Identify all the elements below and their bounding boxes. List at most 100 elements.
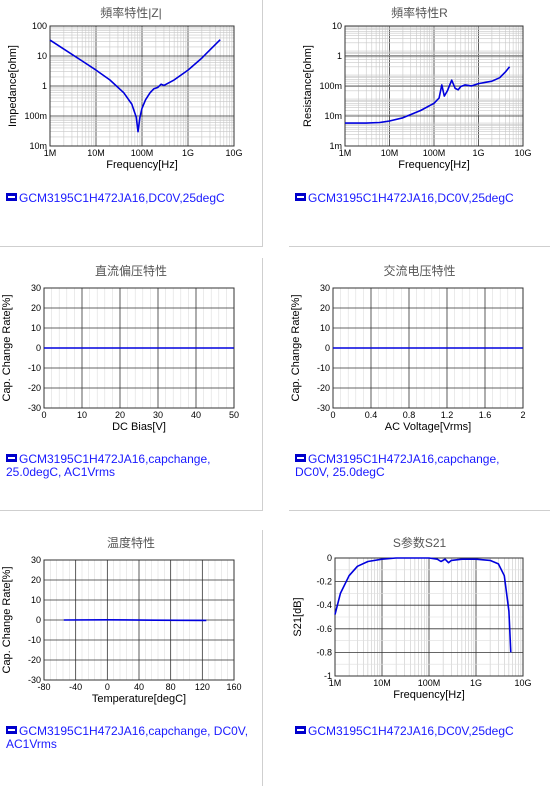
series-line: [334, 557, 512, 653]
dcbias-legend-text: GCM3195C1H472JA16,capchange, 25.0degC, A…: [6, 451, 211, 479]
x-tick-label: 1M: [44, 148, 57, 158]
y-tick-label: 0: [325, 343, 330, 353]
y-tick-label: 0: [327, 553, 332, 563]
y-tick-label: 100: [32, 21, 47, 31]
x-tick-label: 1G: [472, 148, 484, 158]
legend-swatch-icon: [295, 725, 306, 734]
y-axis-label: Cap. Change Rate[%]: [1, 566, 13, 673]
x-tick-label: 100M: [131, 148, 154, 158]
y-tick-label: -30: [28, 403, 41, 413]
series-line: [63, 619, 207, 622]
x-tick-label: 80: [166, 682, 176, 692]
y-axis-label: Impedance[ohm]: [7, 45, 19, 127]
x-tick-label: 10M: [373, 678, 391, 688]
x-tick-label: 0.4: [365, 410, 378, 420]
y-tick-label: 10: [31, 595, 41, 605]
y-axis-label: Cap. Change Rate[%]: [1, 294, 13, 401]
y-tick-label: 1m: [329, 141, 342, 151]
y-tick-label: 30: [31, 555, 41, 565]
grid: [344, 25, 524, 147]
resistance-legend[interactable]: GCM3195C1H472JA16,DC0V,25degC: [295, 191, 514, 204]
temperature-legend-text: GCM3195C1H472JA16,capchange, DC0V, AC1Vr…: [6, 723, 249, 751]
y-tick-label: 10: [320, 323, 330, 333]
y-tick-label: 0: [36, 615, 41, 625]
y-tick-label: 20: [31, 303, 41, 313]
y-tick-label: 10: [37, 51, 47, 61]
x-tick-label: 100M: [423, 148, 446, 158]
x-tick-label: 10G: [514, 678, 531, 688]
x-tick-label: 1M: [339, 148, 352, 158]
x-axis-label: Frequency[Hz]: [393, 689, 465, 701]
x-tick-label: 1.6: [479, 410, 492, 420]
x-tick-label: 50: [229, 410, 239, 420]
acvoltage-legend[interactable]: GCM3195C1H472JA16,capchange, DC0V, 25.0d…: [295, 452, 535, 478]
y-tick-label: 30: [31, 283, 41, 293]
y-tick-label: 10m: [324, 111, 342, 121]
dcbias-chart-title: 直流偏压特性: [94, 264, 167, 278]
y-axis-label: Resistance[ohm]: [302, 45, 314, 127]
y-tick-label: -30: [28, 675, 41, 685]
y-tick-label: 20: [320, 303, 330, 313]
plot-frame: [344, 25, 524, 147]
y-tick-label: 0: [36, 343, 41, 353]
x-axis-label: Temperature[degC]: [92, 693, 186, 705]
dcbias-legend[interactable]: GCM3195C1H472JA16,capchange, 25.0degC, A…: [6, 452, 246, 478]
resistance-chart-title: 頻率特性R: [391, 6, 448, 20]
x-tick-label: 0: [330, 410, 335, 420]
x-tick-label: 1M: [329, 678, 342, 688]
x-tick-label: 2: [520, 410, 525, 420]
impedance-chart-title: 頻率特性|Z|: [100, 6, 162, 20]
temperature-chart-title: 温度特性: [106, 536, 155, 550]
s21-legend[interactable]: GCM3195C1H472JA16,DC0V,25degC: [295, 724, 514, 737]
x-tick-label: 10M: [87, 148, 105, 158]
y-tick-label: -0.8: [316, 647, 332, 657]
y-tick-label: 1: [337, 51, 342, 61]
temperature-legend[interactable]: GCM3195C1H472JA16,capchange, DC0V, AC1Vr…: [6, 724, 256, 750]
resistance-panel: 頻率特性R 1M 10M 100M 1G 10G 10 1 100m 10m 1m Frequenc…: [289, 0, 550, 247]
acvoltage-chart: 0 0.4 0.8 1.2 1.6 2 30 20 10 0 -10 -20 -30 AC Voltage…: [290, 283, 526, 433]
temperature-chart: -80 -40 0 40 80 120 160 30 20 10 0 -10 -20 -30 Tempera…: [1, 555, 242, 705]
y-tick-label: -20: [28, 655, 41, 665]
x-tick-label: 40: [191, 410, 201, 420]
acvoltage-legend-text: GCM3195C1H472JA16,capchange, DC0V, 25.0d…: [295, 451, 500, 479]
resistance-legend-text: GCM3195C1H472JA16,DC0V,25degC: [308, 190, 514, 205]
y-tick-label: -0.4: [316, 600, 332, 610]
x-tick-label: 1G: [182, 148, 194, 158]
y-tick-label: 1: [42, 81, 47, 91]
plot-frame: [43, 559, 235, 681]
x-axis-label: Frequency[Hz]: [106, 159, 178, 171]
impedance-panel: 頻率特性|Z| 1M 10M 100M 1G 10G 100 10 1 100m 10m Frequ…: [0, 0, 263, 247]
y-tick-label: 20: [31, 575, 41, 585]
s21-chart: 1M 10M 100M 1G 10G 0 -0.2 -0.4 -0.6 -0.8 -1 Frequen…: [292, 553, 532, 701]
acvoltage-panel: 交流电压特性 0 0.4 0.8 1.2 1.6 2 30 20 10 0 -10 -20 -30 AC …: [289, 258, 550, 511]
x-tick-label: 120: [195, 682, 210, 692]
y-tick-label: -0.2: [316, 577, 332, 587]
legend-swatch-icon: [6, 725, 17, 734]
x-tick-label: 40: [134, 682, 144, 692]
x-tick-label: 160: [226, 682, 241, 692]
impedance-legend[interactable]: GCM3195C1H472JA16,DC0V,25degC: [6, 191, 225, 204]
y-tick-label: -1: [324, 671, 332, 681]
x-tick-label: 1G: [470, 678, 482, 688]
impedance-chart: 1M 10M 100M 1G 10G 100 10 1 100m 10m Frequency[Hz]…: [7, 21, 243, 171]
grid: [334, 557, 524, 677]
y-tick-label: -20: [317, 383, 330, 393]
x-tick-label: 0: [105, 682, 110, 692]
y-tick-label: 10m: [29, 141, 47, 151]
impedance-legend-text: GCM3195C1H472JA16,DC0V,25degC: [19, 190, 225, 205]
x-tick-label: 100M: [418, 678, 441, 688]
s21-chart-title: S参数S21: [392, 536, 447, 550]
x-tick-label: 0: [41, 410, 46, 420]
dcbias-panel: 直流偏压特性 0 10 20 30 40 50 30 20 10 0 -10 -20 -30 DC Bia…: [0, 258, 263, 511]
grid: [49, 25, 235, 147]
y-axis-label: Cap. Change Rate[%]: [290, 294, 302, 401]
legend-swatch-icon: [295, 192, 306, 201]
s21-legend-text: GCM3195C1H472JA16,DC0V,25degC: [308, 723, 514, 738]
x-tick-label: 10G: [514, 148, 531, 158]
y-tick-label: 100m: [319, 81, 342, 91]
x-tick-label: 20: [115, 410, 125, 420]
s21-panel: S参数S21 1M 10M 100M 1G 10G 0 -0.2 -0.4 -0.6 -0.8 -1…: [289, 530, 550, 786]
x-axis-label: DC Bias[V]: [112, 421, 166, 433]
legend-swatch-icon: [6, 453, 17, 462]
y-tick-label: 100m: [24, 111, 47, 121]
